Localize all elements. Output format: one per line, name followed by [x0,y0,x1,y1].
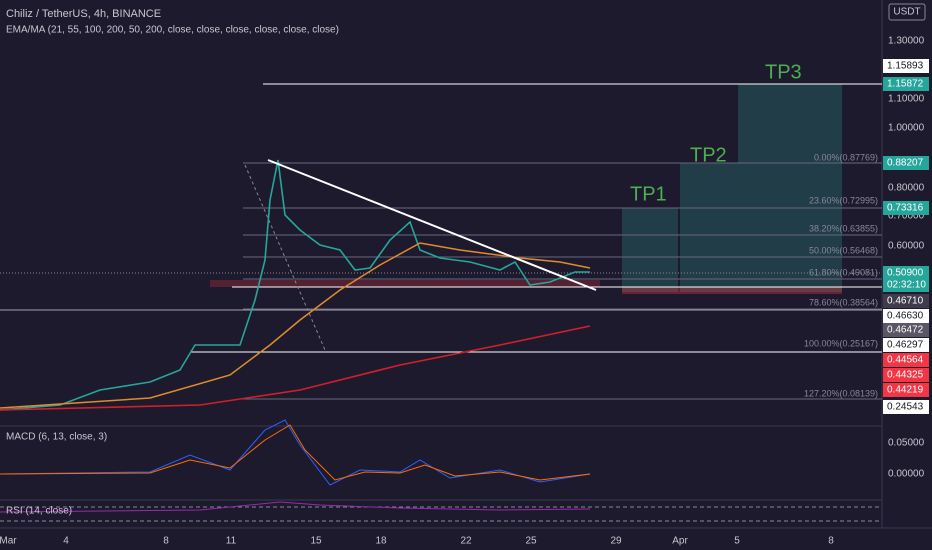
indicator: EMA/MA (21, 55, 100, 200, 50, 200, close… [6,25,339,36]
time-label: Mar [0,536,17,547]
price-tag [883,400,929,414]
macd-tick: 0.00000 [888,469,925,480]
time-label: 4 [63,536,69,547]
currency-box [888,3,926,21]
time-label: Apr [672,536,688,547]
time-label: 18 [375,536,387,547]
price-tag-label: 0.46297 [887,340,924,351]
macd-title: MACD (6, 13, close, 3) [6,432,107,443]
price-tag-label: 0.73316 [887,203,924,214]
fib-label: 78.60%(0.38564) [809,297,878,307]
price-tag [883,323,929,337]
time-label: 11 [226,536,237,547]
tp-box [738,84,842,292]
fib-label: 23.60%(0.72995) [809,195,878,205]
price-tag-label: 1.15872 [887,79,924,90]
rsi-title: RSI (14, close) [6,506,72,517]
time-label: 8 [828,536,834,547]
price-tag [883,309,929,323]
price-tag [883,294,929,308]
price-tag [883,156,929,170]
price-tag-label: 0.44325 [887,370,924,381]
fib-label: 100.00%(0.25167) [804,338,878,348]
tp-box [680,163,738,292]
price-tag [883,59,929,73]
tp-box [622,208,678,292]
target-label: TP3 [765,61,802,83]
price-tag-label: 0.24543 [887,402,924,413]
fib-label: 38.20%(0.63855) [809,223,878,233]
price-label: 0.60000 [888,241,925,252]
price-tag-label: 0.46710 [887,296,924,307]
price-label: 0.80000 [888,183,925,194]
price-tag [883,353,929,367]
price-tag-label: 0.88207 [887,158,924,169]
target-label: TP1 [630,183,667,205]
price-tag [883,338,929,352]
fib-label: 127.20%(0.08139) [804,388,878,398]
currency: USDT [893,7,920,18]
time-label: 8 [163,536,169,547]
price-label: 1.10000 [888,94,925,105]
price-label: 1.00000 [888,123,925,134]
price-tag [883,266,929,280]
symbol: Chiliz / TetherUS, 4h, BINANCE [6,8,161,20]
time-label: 22 [460,536,472,547]
zone [210,280,600,287]
price-tag-label: 0.46472 [887,325,924,336]
price-tag-label: 0.44219 [887,385,924,396]
price-tag [883,383,929,397]
price-label: 0.70000 [888,211,925,222]
price-tag [883,278,929,292]
time-label: 15 [310,536,322,547]
price-tag-label: 1.15893 [887,61,924,72]
price-tag-label: 0.50900 [887,268,924,279]
price-label: 1.30000 [888,36,925,47]
price-tag-label: 02:32:10 [887,280,926,291]
fib-label: 0.00%(0.87769) [814,152,878,162]
fib-label: 61.80%(0.49081) [809,267,878,277]
price-tag-label: 0.44564 [887,355,924,366]
fib-label: 50.00%(0.56468) [809,245,878,255]
target-label: TP2 [690,144,727,166]
macd-tick: 0.05000 [888,438,925,449]
drawings [0,83,882,522]
time-label: 25 [525,536,537,547]
time-label: 5 [734,536,740,547]
time-label: 29 [610,536,622,547]
price-tag [883,77,929,91]
price-tag [883,201,929,215]
price-tag-label: 0.46630 [887,311,924,322]
price-tag [883,368,929,382]
stop-box [622,287,842,294]
